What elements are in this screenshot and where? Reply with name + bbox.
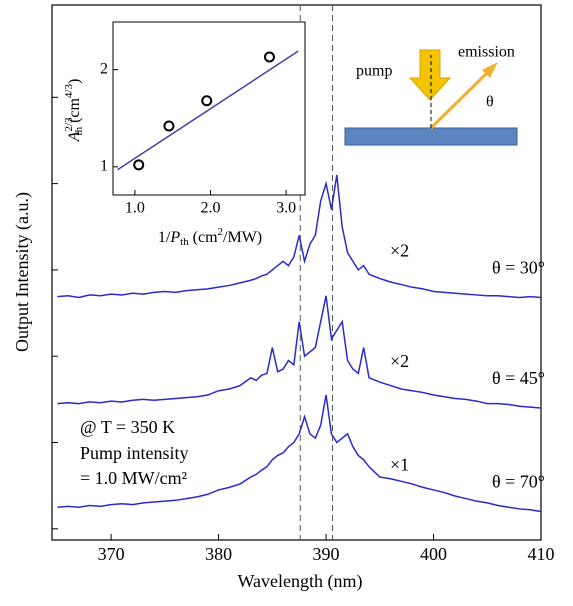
spectrum-line [57,295,542,409]
series-label: θ = 45° [492,368,545,388]
x-tick-label: 3.0 [276,200,296,217]
y-tick-label: 2 [100,60,108,77]
fit-line [117,50,299,171]
schematic: pump emission θ [344,44,518,146]
data-point [201,95,213,107]
label-part: ) [66,79,83,84]
data-point [133,159,145,171]
inset-frame [112,21,306,196]
label-part: /MW) [223,229,262,246]
spectrum-line [57,174,542,299]
angle-label: θ [486,94,494,111]
label-part: 4/3 [63,83,75,98]
label-part: 1/ [158,229,171,246]
label-part: 2 [218,226,224,238]
series-label: θ = 70° [492,472,545,492]
x-tick-label: 410 [528,544,555,564]
x-tick-label: 390 [313,544,340,564]
label-part: (cm [189,229,218,246]
x-tick-label: 380 [205,544,232,564]
annotation: Pump intensity [80,443,189,463]
plot-frame [51,4,542,541]
x-tick-label: 2.0 [201,200,221,217]
annotation: = 1.0 MW/cm² [80,468,187,488]
substrate [344,127,518,146]
emission-arrow [429,68,492,130]
label-part: (cm [66,98,83,127]
y-tick-label: 1 [100,157,108,174]
label-part: 2/3 [63,117,75,132]
scale-label: ×2 [390,351,409,371]
pump-arrow [408,49,452,101]
x-tick-label: 400 [420,544,447,564]
scale-label: ×1 [390,455,409,475]
pump-label: pump [356,63,392,80]
x-tick-label: 370 [98,544,125,564]
y-axis-label: Output Intensity (a.u.) [12,192,33,352]
x-tick-label: 1.0 [125,200,145,217]
x-axis-label: Wavelength (nm) [237,571,362,592]
annotation: @ T = 350 K [80,417,175,437]
label-part: th [73,126,85,135]
emission-arrowhead [482,62,498,78]
series-label: θ = 30° [492,258,545,278]
spectrum-line [57,394,542,513]
label-part: A [66,131,83,142]
inset-x-label: 1/Pth (cm2/MW) [158,226,262,248]
inset-y-label: A2/3th (cm4/3) [63,79,85,143]
data-point [163,120,175,132]
label-part: th [180,236,189,248]
data-point [263,51,275,63]
label-part: P [169,229,180,246]
emission-label: emission [458,44,515,61]
scale-label: ×2 [390,241,409,261]
